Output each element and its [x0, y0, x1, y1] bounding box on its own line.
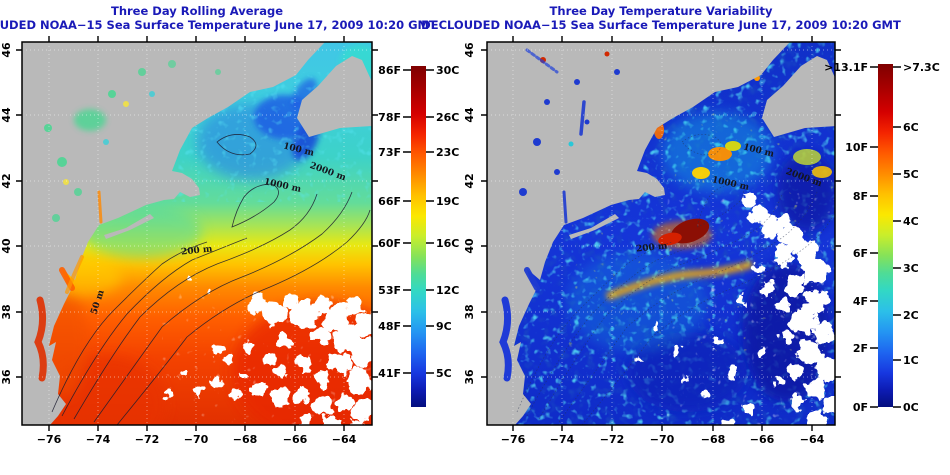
left-map-border — [21, 41, 373, 426]
colorbar-label-f: >13.1F — [824, 61, 868, 74]
x-tick-label: −70 — [650, 433, 675, 446]
y-tick-label: 44 — [0, 107, 13, 123]
colorbar-label-f: 66F — [378, 195, 401, 208]
panel-variability: Three Day Temperature Variability DECLOU… — [421, 4, 940, 446]
x-tick-label: −72 — [135, 433, 160, 446]
colorbar-label-c: 1C — [903, 354, 919, 367]
colorbar-label-f: 4F — [853, 295, 868, 308]
right-title: Three Day Temperature Variability — [550, 4, 773, 18]
colorbar-label-c: 3C — [903, 262, 919, 275]
colorbar-label-c: 5C — [903, 168, 919, 181]
colorbar-label-c: 6C — [903, 121, 919, 134]
colorbar-label-f: 53F — [378, 284, 401, 297]
y-tick-label: 38 — [0, 304, 13, 319]
celsius-scale: >7.3C 6C 5C 4C 3C 2C 1C 0C — [903, 61, 940, 414]
colorbar-label-f: 0F — [853, 401, 868, 414]
left-subtitle: DECLOUDED NOAA−15 Sea Surface Temperatur… — [0, 18, 437, 32]
estuary-warm-water — [34, 190, 103, 382]
x-tick-label: −76 — [501, 433, 526, 446]
colorbar-label-f: 73F — [378, 146, 401, 159]
colorbar-label-c: 19C — [436, 195, 459, 208]
colorbar-ticks — [403, 69, 434, 374]
colorbar-label-c: 0C — [903, 401, 919, 414]
fahrenheit-scale: 86F 78F 73F 66F 60F 53F 48F 41F — [378, 64, 401, 380]
right-subtitle: DECLOUDED NOAA−15 Sea Surface Temperatur… — [421, 18, 901, 32]
y-tick-label: 40 — [0, 238, 13, 254]
y-tick-label: 36 — [0, 369, 13, 385]
x-tick-label: −64 — [800, 433, 825, 446]
left-x-axis-labels: −76 −74 −72 −70 −68 −66 −64 — [37, 433, 357, 446]
colorbar-label-c: 16C — [436, 237, 459, 250]
x-tick-label: −74 — [550, 433, 575, 446]
right-map-border — [486, 41, 836, 426]
y-tick-label: 38 — [463, 304, 476, 319]
x-tick-label: −66 — [750, 433, 775, 446]
x-tick-label: −74 — [86, 433, 111, 446]
colorbar-gradient — [878, 64, 893, 407]
y-tick-label: 40 — [463, 238, 476, 254]
celsius-scale: 30C 26C 23C 19C 16C 12C 9C 5C — [436, 64, 459, 380]
colorbar-label-c: 9C — [436, 320, 452, 333]
colorbar-label-c: 12C — [436, 284, 459, 297]
y-tick-label: 42 — [463, 173, 476, 188]
colorbar-label-f: 48F — [378, 320, 401, 333]
colorbar-label-c: 4C — [903, 215, 919, 228]
x-tick-label: −72 — [600, 433, 625, 446]
left-y-axis-labels: 46 44 42 40 38 36 — [0, 42, 13, 385]
x-tick-label: −70 — [184, 433, 209, 446]
right-y-axis-labels: 46 44 42 40 38 36 — [463, 42, 476, 385]
right-colorbar: >13.1F 10F 8F 6F 4F 2F 0F >7.3C 6C 5C 4C… — [824, 61, 940, 414]
panel-rolling-average: Three Day Rolling Average DECLOUDED NOAA… — [0, 4, 459, 446]
right-axis-ticks — [481, 36, 841, 431]
land-speckles — [519, 51, 620, 196]
left-title: Three Day Rolling Average — [111, 4, 283, 18]
cloud-speckle — [162, 292, 372, 425]
x-tick-label: −76 — [37, 433, 62, 446]
colorbar-label-f: 2F — [853, 342, 868, 355]
y-tick-label: 44 — [463, 107, 476, 123]
colorbar-label-c: 23C — [436, 146, 459, 159]
colorbar-gradient — [411, 66, 426, 407]
colorbar-label-f: 10F — [845, 141, 868, 154]
colorbar-label-f: 6F — [853, 247, 868, 260]
contour-label: 200 m — [181, 244, 214, 257]
colorbar-label-c: 2C — [903, 309, 919, 322]
right-x-axis-labels: −76 −74 −72 −70 −68 −66 −64 — [501, 433, 825, 446]
fahrenheit-scale: >13.1F 10F 8F 6F 4F 2F 0F — [824, 61, 868, 414]
colorbar-label-f: 8F — [853, 190, 868, 203]
right-map: 100 m 2000 m 1000 m 200 m — [487, 42, 835, 425]
colorbar-label-c: 30C — [436, 64, 459, 77]
colorbar-label-c: 26C — [436, 111, 459, 124]
y-tick-label: 46 — [463, 42, 476, 58]
cloud-speckle — [667, 192, 835, 425]
x-tick-label: −66 — [283, 433, 308, 446]
left-axis-ticks — [16, 36, 378, 431]
x-tick-label: −68 — [233, 433, 258, 446]
left-map: 100 m 2000 m 1000 m 50 m 200 m — [22, 42, 372, 425]
estuary-water — [499, 48, 586, 382]
colorbar-ticks — [870, 66, 901, 408]
y-tick-label: 36 — [463, 369, 476, 385]
colorbar-label-f: 78F — [378, 111, 401, 124]
left-colorbar: 86F 78F 73F 66F 60F 53F 48F 41F 30C 26C … — [378, 64, 459, 407]
colorbar-label-f: 86F — [378, 64, 401, 77]
colorbar-label-c: >7.3C — [903, 61, 940, 74]
y-tick-label: 46 — [0, 42, 13, 58]
x-tick-label: −68 — [701, 433, 726, 446]
colorbar-label-f: 41F — [378, 367, 401, 380]
y-tick-label: 42 — [0, 173, 13, 188]
contour-label: 200 m — [636, 241, 669, 254]
colorbar-label-c: 5C — [436, 367, 452, 380]
colorbar-label-f: 60F — [378, 237, 401, 250]
x-tick-label: −64 — [332, 433, 357, 446]
